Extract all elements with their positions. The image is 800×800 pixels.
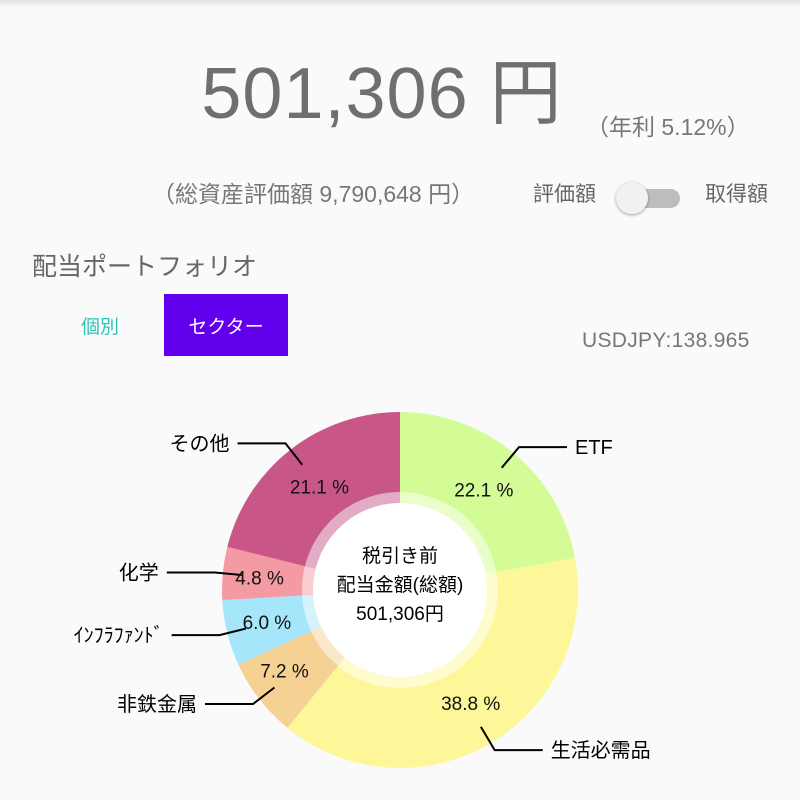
slice-percent-label: 22.1 %: [454, 480, 513, 501]
section-title: 配当ポートフォリオ: [32, 253, 258, 281]
pie-labels: 22.1 % ETF 38.8 % 生活必需品 7.2 % 非鉄金属 6.0 % ｲﾝﾌﾗﾌｧ…: [74, 432, 651, 762]
toggle-label-acquisition: 取得額: [705, 183, 768, 206]
slice-category-label: その他: [170, 432, 230, 455]
center-label-line-2: 配当金額(総額): [337, 574, 464, 596]
switch-thumb[interactable]: [616, 182, 648, 214]
tab-sector[interactable]: セクター: [164, 294, 288, 356]
slice-category-label: 化学: [119, 562, 159, 585]
slice-leader-line: [166, 571, 242, 576]
valuation-acquisition-switch[interactable]: [616, 180, 682, 214]
slice-category-label: 非鉄金属: [117, 693, 197, 716]
slice-percent-label: 38.8 %: [441, 694, 500, 715]
slice-percent-label: 21.1 %: [290, 478, 349, 499]
total-assets-value: （総資産評価額 9,790,648 円）: [152, 181, 475, 207]
slice-percent-label: 6.0 %: [243, 613, 292, 634]
slice-leader-line: [480, 726, 543, 752]
usdjpy-rate: USDJPY:138.965: [582, 329, 750, 352]
slice-category-label: ｲﾝﾌﾗﾌｧﾝﾄﾞ: [74, 624, 164, 647]
dividend-total-amount: 501,306 円: [201, 54, 563, 134]
slice-percent-label: 7.2 %: [260, 661, 309, 682]
slice-percent-label: 4.8 %: [235, 569, 284, 590]
slice-leader-line: [205, 686, 276, 705]
slice-category-label: ETF: [575, 437, 613, 459]
tab-individual[interactable]: 個別: [80, 316, 119, 338]
pie-leader-lines: [166, 442, 567, 752]
center-label-line-3: 501,306円: [356, 604, 444, 625]
center-label-line-1: 税引き前: [362, 545, 438, 567]
slice-leader-line: [500, 446, 567, 469]
toggle-label-valuation: 評価額: [533, 183, 596, 206]
slice-leader-line: [171, 627, 246, 637]
slice-leader-line: [237, 442, 303, 466]
annual-yield: （年利 5.12%）: [586, 114, 750, 140]
top-shadow: [0, 0, 800, 8]
pie-hole: [313, 503, 487, 677]
slice-category-label: 生活必需品: [551, 739, 651, 762]
